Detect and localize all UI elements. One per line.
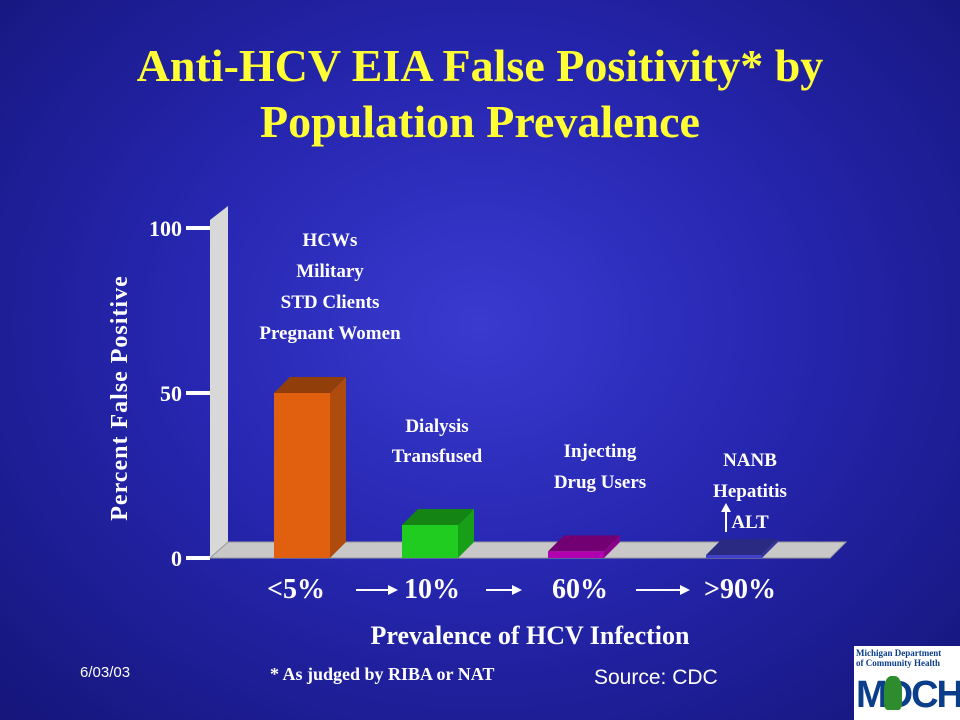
bar-annotation: Military xyxy=(296,261,364,282)
bar-annotation: Dialysis xyxy=(405,416,468,437)
bar xyxy=(274,393,330,558)
x-tick-label: 10% xyxy=(404,574,460,605)
bar-annotation: ALT xyxy=(731,512,769,533)
logo-text: Michigan Department of Community Health xyxy=(856,648,958,668)
bar-annotation: Drug Users xyxy=(554,472,646,493)
y-axis-label: Percent False Positive xyxy=(107,275,133,520)
logo-line-2: of Community Health xyxy=(856,658,940,668)
x-tick-label: >90% xyxy=(704,574,776,605)
footer-date: 6/03/03 xyxy=(80,664,131,681)
bar-annotation: NANB xyxy=(723,450,777,471)
up-arrow-head-icon xyxy=(721,503,731,512)
title-line-1: Anti-HCV EIA False Positivity* by xyxy=(136,40,824,91)
bar-top xyxy=(274,377,346,393)
chart-title: Anti-HCV EIA False Positivity* by Popula… xyxy=(0,38,960,150)
bar-annotation: Pregnant Women xyxy=(259,323,401,344)
mdch-logo: Michigan Department of Community Health … xyxy=(854,646,960,720)
x-axis-label: Prevalence of HCV Infection xyxy=(371,621,690,650)
arrow-head-icon xyxy=(512,585,522,595)
bar-top xyxy=(402,509,474,525)
bar-top xyxy=(706,539,778,555)
y-tick-label: 50 xyxy=(160,381,182,406)
bar xyxy=(548,551,604,558)
michigan-shape-icon xyxy=(884,676,902,710)
arrow-head-icon xyxy=(388,585,398,595)
bar xyxy=(402,525,458,558)
y-tick-label: 100 xyxy=(149,216,182,241)
bar-side xyxy=(604,535,620,558)
logo-mark: MDCH xyxy=(856,674,960,716)
bar-side xyxy=(762,539,778,558)
bar-annotation: Transfused xyxy=(392,446,483,467)
source-note: Source: CDC xyxy=(594,666,718,689)
bar-top xyxy=(548,535,620,552)
bar-annotation: Hepatitis xyxy=(713,481,787,502)
title-line-2: Population Prevalence xyxy=(260,96,700,147)
bar-annotation: STD Clients xyxy=(281,292,380,313)
bar-annotation: HCWs xyxy=(303,230,358,251)
y-tick-label: 0 xyxy=(171,546,182,571)
x-tick-label: <5% xyxy=(267,574,325,605)
chart-floor xyxy=(208,541,848,559)
bar-annotation: Injecting xyxy=(564,441,637,462)
x-tick-label: 60% xyxy=(552,574,608,605)
bar xyxy=(706,555,762,558)
logo-line-1: Michigan Department xyxy=(856,648,942,658)
y-axis-wall xyxy=(210,206,228,558)
bar-side xyxy=(330,377,346,558)
bar-side xyxy=(458,509,474,558)
footnote: * As judged by RIBA or NAT xyxy=(270,664,495,684)
arrow-head-icon xyxy=(680,585,690,595)
